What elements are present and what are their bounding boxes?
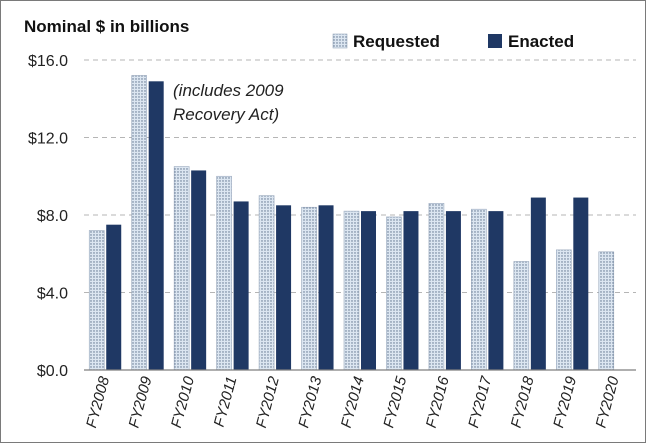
y-tick-label: $16.0 bbox=[28, 53, 68, 70]
bar-requested bbox=[343, 210, 360, 371]
bar-enacted bbox=[191, 170, 207, 370]
bar-requested bbox=[428, 203, 445, 371]
legend-label-requested: Requested bbox=[353, 32, 440, 51]
y-axis: $0.0 $4.0 $8.0 $12.0 $16.0 bbox=[28, 53, 68, 380]
legend-label-enacted: Enacted bbox=[508, 32, 574, 51]
x-tick-label: FY2018 bbox=[508, 374, 538, 430]
legend: Requested Enacted bbox=[332, 32, 574, 51]
bar-enacted bbox=[573, 197, 589, 370]
bar-enacted bbox=[488, 211, 504, 370]
bars bbox=[88, 75, 615, 371]
bar-requested bbox=[556, 249, 572, 371]
legend-swatch-requested bbox=[332, 33, 348, 49]
legend-swatch-enacted bbox=[488, 34, 502, 48]
x-tick-label: FY2011 bbox=[211, 375, 241, 429]
x-tick-label: FY2008 bbox=[83, 374, 113, 430]
x-tick-label: FY2016 bbox=[423, 374, 453, 430]
bar-enacted bbox=[403, 211, 419, 370]
gridlines bbox=[84, 59, 636, 293]
bar-enacted bbox=[106, 224, 122, 370]
y-tick-label: $4.0 bbox=[37, 286, 68, 303]
y-tick-label: $12.0 bbox=[28, 131, 68, 148]
x-tick-label: FY2013 bbox=[295, 374, 325, 430]
bar-enacted bbox=[276, 205, 292, 370]
chart-title: Nominal $ in billions bbox=[24, 17, 189, 36]
bar-requested bbox=[258, 195, 275, 371]
annotation-line-2: Recovery Act) bbox=[173, 105, 279, 124]
bar-requested bbox=[173, 166, 190, 371]
x-tick-label: FY2017 bbox=[465, 374, 495, 430]
x-tick-label: FY2010 bbox=[168, 374, 198, 430]
bar-requested bbox=[88, 230, 105, 371]
x-tick-label: FY2015 bbox=[380, 374, 410, 430]
x-tick-label: FY2020 bbox=[593, 374, 623, 430]
bar-requested bbox=[386, 216, 402, 371]
annotation: (includes 2009 Recovery Act) bbox=[173, 81, 284, 124]
bar-enacted bbox=[148, 81, 164, 370]
x-tick-label: FY2019 bbox=[550, 374, 580, 430]
x-tick-label: FY2009 bbox=[126, 374, 156, 430]
bar-requested bbox=[301, 206, 317, 371]
bar-requested bbox=[131, 75, 147, 371]
x-tick-label: FY2012 bbox=[253, 374, 283, 430]
bar-requested bbox=[216, 175, 232, 371]
bar-requested bbox=[598, 251, 615, 371]
y-tick-label: $8.0 bbox=[37, 208, 68, 225]
x-axis: FY2008 FY2009 FY2010 FY2011 FY2012 FY2013 FY20… bbox=[83, 374, 623, 430]
bar-enacted bbox=[233, 201, 249, 370]
y-tick-label: $0.0 bbox=[37, 363, 68, 380]
bar-requested bbox=[513, 261, 530, 371]
x-tick-label: FY2014 bbox=[338, 375, 368, 430]
bar-requested bbox=[471, 208, 487, 371]
annotation-line-1: (includes 2009 bbox=[173, 81, 284, 100]
bar-enacted bbox=[445, 211, 461, 370]
bar-enacted bbox=[318, 205, 334, 370]
bar-enacted bbox=[361, 211, 376, 370]
bar-enacted bbox=[530, 197, 546, 370]
